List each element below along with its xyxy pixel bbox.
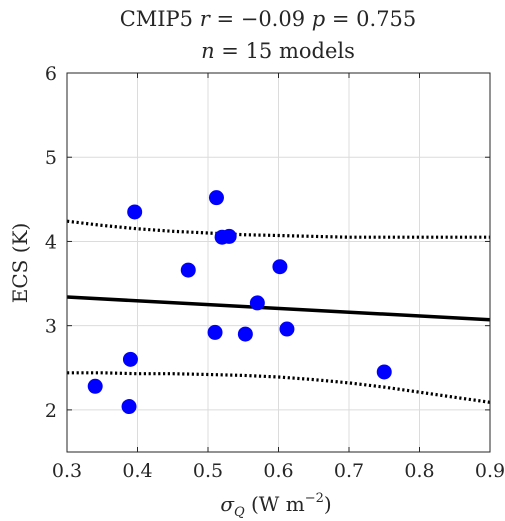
y-tick-label-4: 6 — [45, 63, 57, 85]
x-tick-labels: 0.3 0.4 0.5 0.6 0.7 0.8 0.9 — [52, 460, 505, 482]
data-points — [87, 190, 392, 415]
regression-line — [66, 295, 491, 322]
x-tick-label-5: 0.8 — [404, 460, 434, 482]
title-r-value: = −0.09 — [210, 7, 312, 31]
y-tick-label-3: 5 — [45, 147, 57, 169]
data-point-0 — [87, 378, 103, 394]
data-point-6 — [208, 190, 224, 206]
y-axis-label: ECS (K) — [8, 223, 32, 304]
data-point-13 — [376, 364, 392, 380]
data-point-2 — [122, 351, 138, 367]
data-point-10 — [249, 295, 265, 311]
x-label-close: ) — [324, 492, 332, 516]
title-n-value: = 15 models — [215, 39, 355, 63]
x-tick-label-1: 0.4 — [122, 460, 152, 482]
x-label-unit: (W m — [245, 492, 305, 516]
y-tick-labels: 2 3 4 5 6 — [45, 63, 57, 422]
tick-marks — [66, 72, 491, 452]
y-tick-label-0: 2 — [45, 400, 57, 422]
x-tick-label-3: 0.6 — [263, 460, 293, 482]
data-point-12 — [279, 321, 295, 337]
x-tick-label-4: 0.7 — [334, 460, 364, 482]
title-p-symbol: p — [312, 7, 325, 31]
data-point-1 — [121, 399, 137, 415]
x-label-exponent: −2 — [305, 491, 324, 506]
plot-area: 0.3 0.4 0.5 0.6 0.7 0.8 0.9 2 3 4 5 6 — [45, 63, 505, 482]
data-point-4 — [180, 262, 196, 278]
confidence-lower-line — [67, 371, 491, 404]
data-point-5 — [207, 324, 223, 340]
x-tick-label-2: 0.5 — [193, 460, 223, 482]
x-tick-label-0: 0.3 — [52, 460, 82, 482]
data-point-9 — [237, 326, 253, 342]
chart-title-line-1: CMIP5 r = −0.09 p = 0.755 — [120, 7, 417, 31]
confidence-upper-line — [66, 219, 490, 239]
data-point-11 — [272, 259, 288, 275]
chart-title-line-2: n = 15 models — [201, 39, 355, 63]
x-label-subscript: Q — [234, 505, 245, 520]
title-p-value: = 0.755 — [325, 7, 416, 31]
regression-layer — [66, 295, 491, 322]
data-point-3 — [127, 204, 143, 220]
title-prefix: CMIP5 — [120, 7, 200, 31]
x-label-sigma: σ — [220, 492, 235, 516]
y-tick-label-2: 4 — [45, 231, 57, 253]
title-n-symbol: n — [201, 39, 215, 63]
y-tick-label-1: 3 — [45, 316, 57, 338]
confidence-bands — [66, 219, 491, 404]
x-axis-label: σQ (W m−2) — [220, 491, 331, 520]
x-tick-label-6: 0.9 — [475, 460, 505, 482]
title-r-symbol: r — [200, 7, 212, 31]
data-point-8 — [221, 228, 237, 244]
